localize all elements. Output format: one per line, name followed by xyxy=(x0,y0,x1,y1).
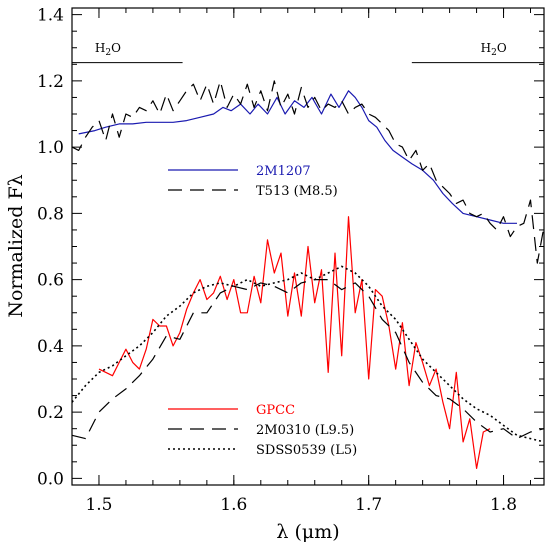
x-axis-title: λ (μm) xyxy=(276,521,339,543)
x-tick-label: 1.7 xyxy=(355,495,382,515)
legend-label-t513: T513 (M8.5) xyxy=(256,184,338,199)
y-tick-label: 0.6 xyxy=(37,271,64,291)
series-line-t513 xyxy=(71,80,545,264)
legend-label-2m0310: 2M0310 (L9.5) xyxy=(256,423,354,438)
legend-label-2m1207: 2M1207 xyxy=(256,164,311,179)
h2o-label: H2O xyxy=(95,41,121,58)
series-line-2m0310 xyxy=(71,279,545,440)
y-tick-label: 1.4 xyxy=(37,6,64,26)
legend-layer: 2M1207 T513 (M8.5) GPCC 2M0310 (L9.5) SDSS05… xyxy=(168,164,357,458)
y-tick-label: 1.0 xyxy=(37,138,64,158)
h2o-label: H2O xyxy=(481,41,507,58)
series-layer xyxy=(71,80,545,469)
x-tick-label: 1.6 xyxy=(220,495,247,515)
legend-label-gpcc: GPCC xyxy=(256,403,295,418)
legend-label-sdss0539: SDSS0539 (L5) xyxy=(256,443,357,458)
y-tick-label: 0.2 xyxy=(37,403,64,423)
y-axis-title: Normalized Fλ xyxy=(5,174,27,317)
y-tick-label: 0.4 xyxy=(37,337,64,357)
y-tick-label: 0.0 xyxy=(37,469,64,489)
x-tick-label: 1.5 xyxy=(85,495,112,515)
series-line-2m1207 xyxy=(78,90,517,224)
y-tick-label: 1.2 xyxy=(37,72,64,92)
annotation-layer: H2O H2O xyxy=(72,41,544,64)
series-line-gpcc xyxy=(98,216,491,469)
y-tick-label: 0.8 xyxy=(37,204,64,224)
axes-layer: 1.5 1.6 1.7 1.8 0.0 0.2 0.4 0.6 0.8 1.0 1.2 1.4 xyxy=(37,6,544,515)
x-tick-label: 1.8 xyxy=(490,495,517,515)
series-line-sdss0539 xyxy=(71,265,545,443)
